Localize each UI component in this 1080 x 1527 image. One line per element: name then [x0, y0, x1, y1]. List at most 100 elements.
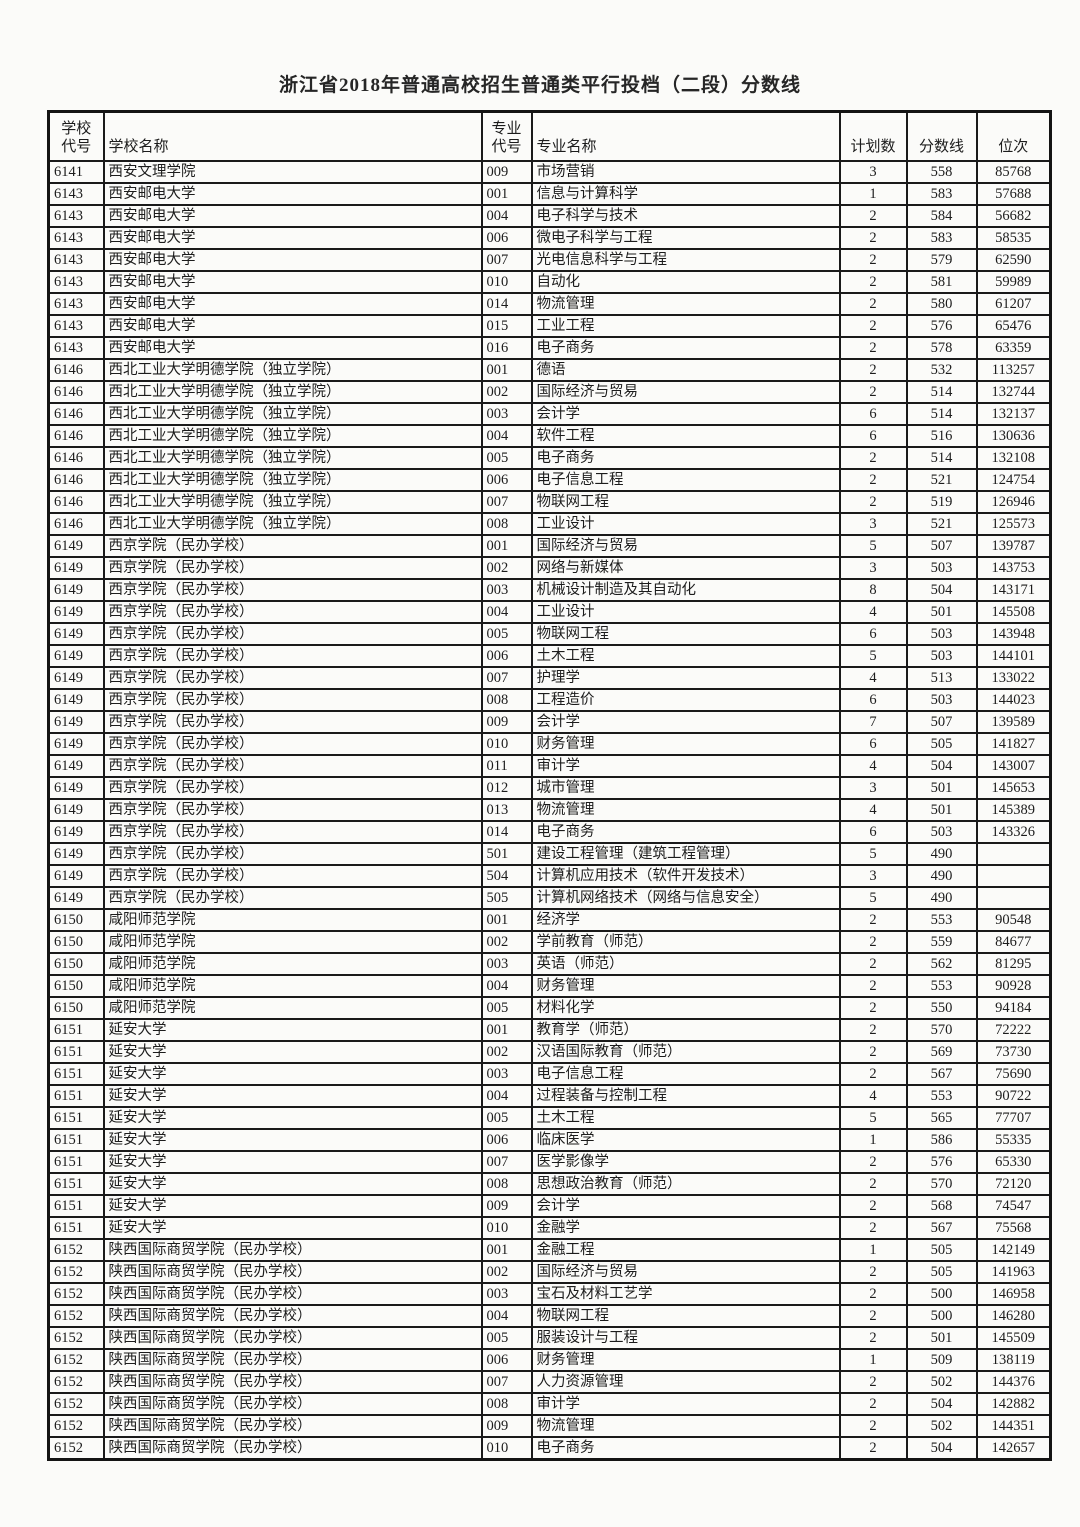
school-code-cell: 6152	[47, 1304, 105, 1328]
plan-count-cell: 2	[838, 1304, 908, 1328]
school-code-cell: 6150	[47, 974, 105, 998]
plan-count-cell: 2	[838, 1392, 908, 1416]
score-line-cell: 576	[905, 1150, 978, 1174]
score-line-cell: 501	[905, 798, 978, 822]
plan-count-cell: 2	[838, 490, 908, 514]
score-line-cell: 504	[905, 754, 978, 778]
major-name-cell: 临床医学	[530, 1128, 841, 1152]
plan-count-cell: 2	[838, 1260, 908, 1284]
rank-cell: 144351	[975, 1414, 1052, 1438]
rank-cell: 132137	[975, 402, 1052, 426]
major-code-cell: 005	[480, 1106, 533, 1130]
table-row: 6149 西京学院（民办学校） 004 工业设计 4 501 145508	[47, 600, 1052, 624]
school-name-cell: 延安大学	[102, 1084, 483, 1108]
table-row: 6146 西北工业大学明德学院（独立学院） 001 德语 2 532 113257	[47, 358, 1052, 382]
school-name-cell: 西北工业大学明德学院（独立学院）	[102, 358, 483, 382]
school-code-cell: 6152	[47, 1282, 105, 1306]
school-name-cell: 西安邮电大学	[102, 270, 483, 294]
rank-cell: 77707	[975, 1106, 1052, 1130]
major-code-cell: 012	[480, 776, 533, 800]
school-code-cell: 6146	[47, 380, 105, 404]
major-code-cell: 010	[480, 1436, 533, 1461]
table-row: 6151 延安大学 004 过程装备与控制工程 4 553 90722	[47, 1084, 1052, 1108]
rank-cell: 133022	[975, 666, 1052, 690]
school-name-cell: 西安邮电大学	[102, 226, 483, 250]
rank-cell: 132108	[975, 446, 1052, 470]
school-code-cell: 6151	[47, 1172, 105, 1196]
table-row: 6152 陕西国际商贸学院（民办学校） 009 物流管理 2 502 144351	[47, 1414, 1052, 1438]
rank-cell: 142882	[975, 1392, 1052, 1416]
school-name-cell: 延安大学	[102, 1106, 483, 1130]
rank-cell: 146958	[975, 1282, 1052, 1306]
school-name-cell: 西安文理学院	[102, 160, 483, 184]
major-code-cell: 008	[480, 1172, 533, 1196]
school-name-cell: 延安大学	[102, 1216, 483, 1240]
major-name-cell: 国际经济与贸易	[530, 1260, 841, 1284]
table-row: 6146 西北工业大学明德学院（独立学院） 004 软件工程 6 516 130636	[47, 424, 1052, 448]
school-name-cell: 咸阳师范学院	[102, 952, 483, 976]
major-code-cell: 008	[480, 1392, 533, 1416]
table-row: 6151 延安大学 001 教育学（师范） 2 570 72222	[47, 1018, 1052, 1042]
score-line-cell: 569	[905, 1040, 978, 1064]
school-name-cell: 西北工业大学明德学院（独立学院）	[102, 490, 483, 514]
school-name-cell: 陕西国际商贸学院（民办学校）	[102, 1260, 483, 1284]
school-code-cell: 6146	[47, 468, 105, 492]
rank-cell: 90722	[975, 1084, 1052, 1108]
rank-cell: 143007	[975, 754, 1052, 778]
school-name-cell: 陕西国际商贸学院（民办学校）	[102, 1304, 483, 1328]
score-line-cell: 559	[905, 930, 978, 954]
school-code-cell: 6149	[47, 776, 105, 800]
rank-cell: 55335	[975, 1128, 1052, 1152]
major-code-cell: 002	[480, 930, 533, 954]
score-line-cell: 578	[905, 336, 978, 360]
school-code-cell: 6143	[47, 314, 105, 338]
page-title: 浙江省2018年普通高校招生普通类平行投档（二段）分数线	[278, 75, 801, 96]
major-name-cell: 微电子科学与工程	[530, 226, 841, 250]
rank-cell: 84677	[975, 930, 1052, 954]
rank-cell: 143948	[975, 622, 1052, 646]
rank-cell: 141963	[975, 1260, 1052, 1284]
table-row: 6152 陕西国际商贸学院（民办学校） 006 财务管理 1 509 138119	[47, 1348, 1052, 1372]
score-line-cell: 570	[905, 1172, 978, 1196]
rank-cell: 56682	[975, 204, 1052, 228]
school-code-cell: 6146	[47, 490, 105, 514]
rank-cell: 63359	[975, 336, 1052, 360]
plan-count-cell: 2	[838, 1216, 908, 1240]
major-code-cell: 014	[480, 820, 533, 844]
table-row: 6141 西安文理学院 009 市场营销 3 558 85768	[47, 160, 1052, 184]
rank-cell: 90548	[975, 908, 1052, 932]
school-name-cell: 西安邮电大学	[102, 292, 483, 316]
major-name-cell: 汉语国际教育（师范）	[530, 1040, 841, 1064]
rank-cell	[975, 886, 1052, 910]
rank-cell: 144101	[975, 644, 1052, 668]
score-line-cell: 516	[905, 424, 978, 448]
major-code-cell: 009	[480, 1414, 533, 1438]
score-line-cell: 507	[905, 710, 978, 734]
school-code-cell: 6149	[47, 534, 105, 558]
school-name-cell: 咸阳师范学院	[102, 930, 483, 954]
school-code-cell: 6143	[47, 204, 105, 228]
rank-cell: 130636	[975, 424, 1052, 448]
score-line-cell: 501	[905, 600, 978, 624]
plan-count-cell: 3	[838, 556, 908, 580]
major-code-cell: 007	[480, 1150, 533, 1174]
table-row: 6143 西安邮电大学 006 微电子科学与工程 2 583 58535	[47, 226, 1052, 250]
major-code-cell: 001	[480, 908, 533, 932]
rank-cell: 75568	[975, 1216, 1052, 1240]
header-plan-count: 计划数	[838, 110, 908, 162]
table-row: 6150 咸阳师范学院 003 英语（师范） 2 562 81295	[47, 952, 1052, 976]
major-name-cell: 金融工程	[530, 1238, 841, 1262]
major-code-cell: 006	[480, 644, 533, 668]
table-row: 6152 陕西国际商贸学院（民办学校） 003 宝石及材料工艺学 2 500 146958	[47, 1282, 1052, 1306]
major-name-cell: 医学影像学	[530, 1150, 841, 1174]
plan-count-cell: 6	[838, 424, 908, 448]
major-name-cell: 土木工程	[530, 1106, 841, 1130]
major-code-cell: 009	[480, 1194, 533, 1218]
major-name-cell: 信息与计算科学	[530, 182, 841, 206]
school-code-cell: 6151	[47, 1084, 105, 1108]
major-name-cell: 思想政治教育（师范）	[530, 1172, 841, 1196]
major-code-cell: 006	[480, 1348, 533, 1372]
table-row: 6149 西京学院（民办学校） 011 审计学 4 504 143007	[47, 754, 1052, 778]
school-code-cell: 6151	[47, 1040, 105, 1064]
school-code-cell: 6143	[47, 336, 105, 360]
